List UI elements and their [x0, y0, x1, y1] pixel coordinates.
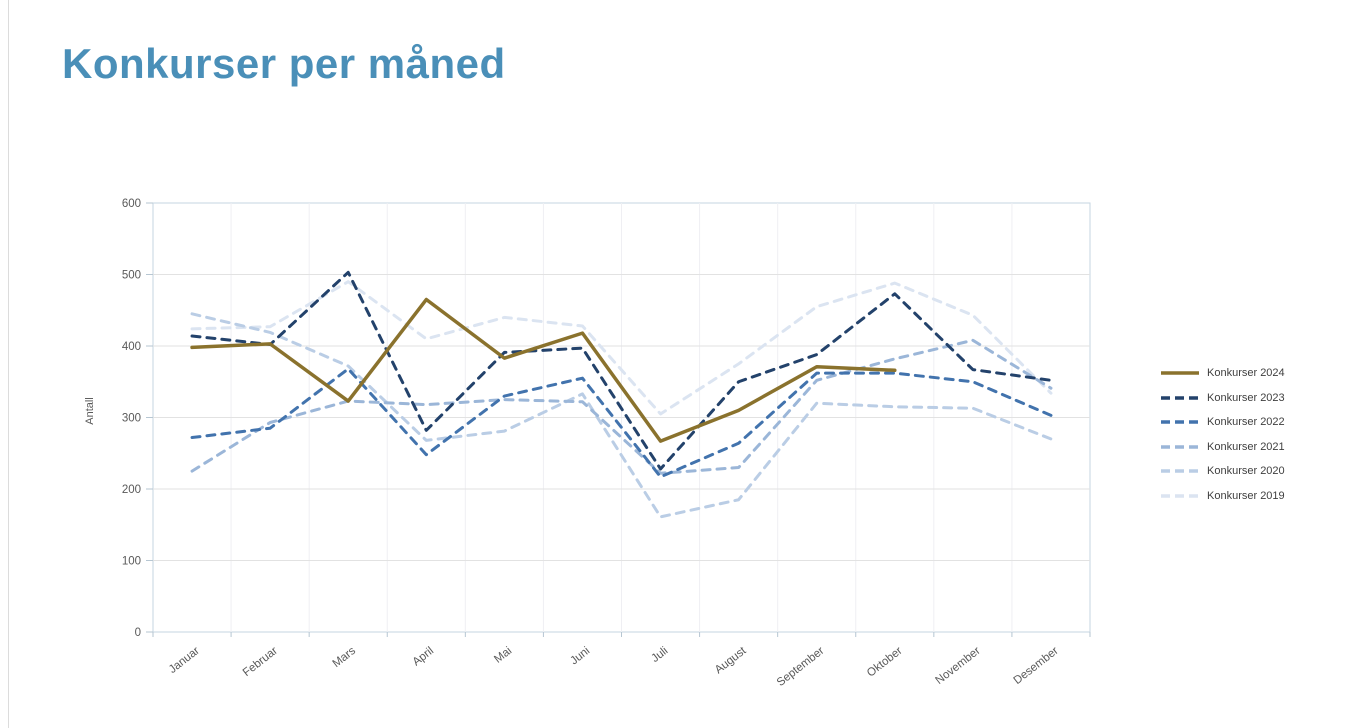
x-tick-label: Februar [241, 645, 280, 679]
x-tick-label: Juni [568, 645, 592, 667]
legend-label: Konkurser 2024 [1207, 367, 1285, 380]
y-tick-label: 100 [122, 556, 141, 568]
x-tick-label: September [775, 645, 827, 689]
legend-item: Konkurser 2021 [1160, 435, 1285, 460]
legend-item: Konkurser 2022 [1160, 410, 1285, 435]
legend-label: Konkurser 2023 [1207, 391, 1285, 404]
y-tick-label: 600 [122, 198, 141, 210]
x-tick-label: Desember [1012, 645, 1061, 687]
x-tick-label: August [713, 644, 749, 676]
legend-swatch-konkurser-2023 [1161, 396, 1199, 400]
chart-legend: Konkurser 2024 Konkurser 2023 Konkurser 20… [1160, 361, 1285, 508]
window-edge-divider [8, 0, 9, 728]
series-line-konkurser-2020 [190, 312, 1053, 519]
y-tick-label: 300 [122, 413, 141, 425]
series-line-konkurser-2019 [190, 280, 1053, 416]
x-tick-label: Juli [649, 645, 670, 665]
legend-item: Konkurser 2024 [1160, 361, 1285, 386]
series-line-konkurser-2024 [190, 297, 897, 443]
page-title: Konkurser per måned [62, 40, 506, 87]
series-line-konkurser-2021 [190, 338, 1053, 475]
series-line-konkurser-2023 [190, 270, 1053, 471]
x-tick-label: April [411, 645, 437, 669]
x-tick-label: Mars [331, 645, 359, 670]
legend-item: Konkurser 2019 [1160, 484, 1285, 509]
legend-swatch-konkurser-2019 [1161, 494, 1199, 498]
x-tick-label: Mai [492, 645, 514, 666]
x-tick-label: Januar [167, 645, 202, 676]
legend-label: Konkurser 2021 [1207, 440, 1285, 453]
legend-label: Konkurser 2019 [1207, 489, 1285, 502]
legend-label: Konkurser 2022 [1207, 416, 1285, 429]
legend-swatch-konkurser-2024 [1161, 371, 1199, 375]
y-tick-label: 400 [122, 341, 141, 353]
series-line-konkurser-2022 [190, 367, 1053, 479]
legend-item: Konkurser 2020 [1160, 459, 1285, 484]
legend-swatch-konkurser-2022 [1161, 420, 1199, 424]
x-tick-label: November [934, 645, 983, 687]
y-tick-label: 0 [135, 627, 141, 639]
y-axis-title: Antall [83, 397, 96, 425]
legend-label: Konkurser 2020 [1207, 465, 1285, 478]
legend-item: Konkurser 2023 [1160, 386, 1285, 411]
x-tick-label: Oktober [865, 645, 905, 680]
legend-swatch-konkurser-2021 [1161, 445, 1199, 449]
y-tick-label: 200 [122, 484, 141, 496]
legend-swatch-konkurser-2020 [1161, 469, 1199, 473]
y-tick-label: 500 [122, 270, 141, 282]
